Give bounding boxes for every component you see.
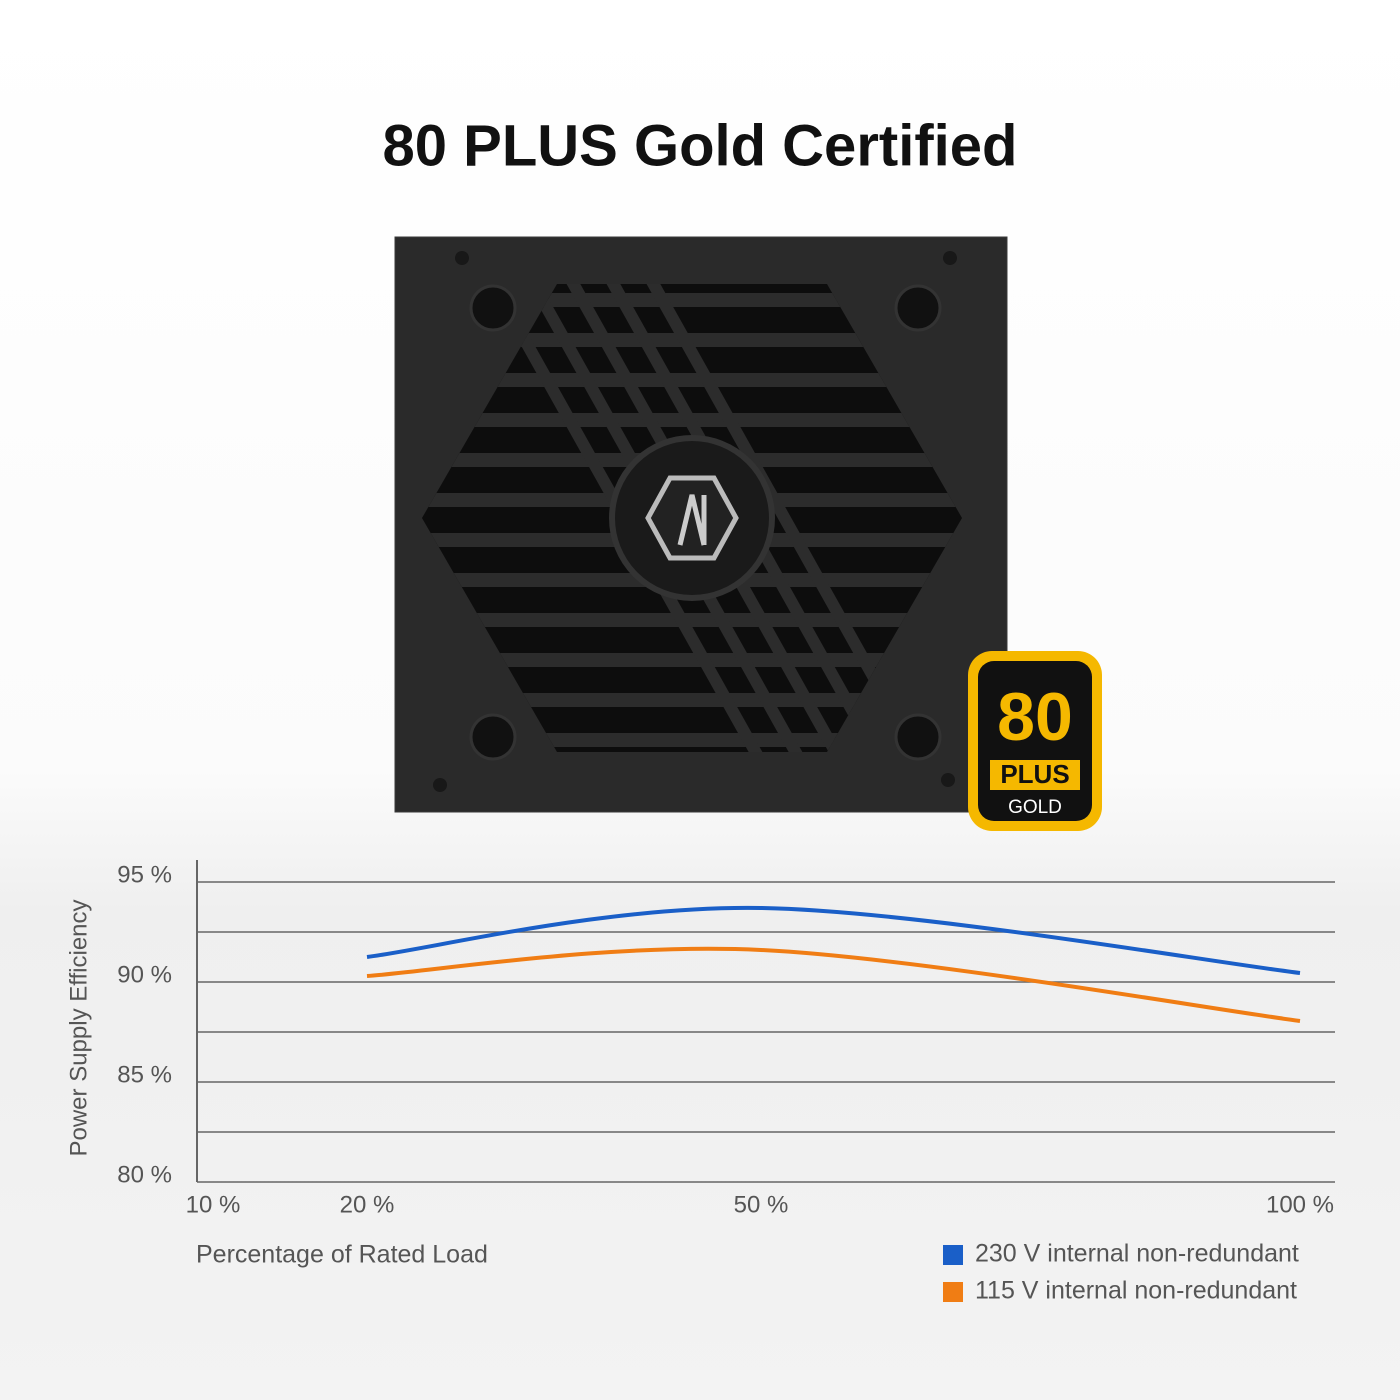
x-tick-label: 50 % <box>734 1191 789 1218</box>
x-tick-label: 20 % <box>340 1191 395 1218</box>
y-tick-label: 85 % <box>117 1061 172 1088</box>
title: 80 PLUS Gold Certified <box>383 113 1018 178</box>
x-tick-label: 100 % <box>1266 1191 1334 1218</box>
badge: 80 PLUS GOLD <box>968 651 1102 831</box>
y-tick-label: 95 % <box>117 861 172 888</box>
legend-label: 115 V internal non-redundant <box>975 1277 1297 1305</box>
series-line <box>366 946 1301 1023</box>
y-axis-title: Power Supply Efficiency <box>65 899 92 1156</box>
legend-swatch <box>943 1245 963 1265</box>
y-tick-label: 90 % <box>117 961 172 988</box>
psu-image <box>394 236 1008 813</box>
badge-number: 80 <box>997 679 1073 755</box>
x-axis-title: Percentage of Rated Load <box>196 1241 488 1269</box>
y-tick-label: 80 % <box>117 1161 172 1188</box>
series-line <box>366 905 1301 975</box>
badge-tier: GOLD <box>1008 797 1062 818</box>
badge-plus: PLUS <box>1000 759 1069 789</box>
legend-swatch <box>943 1282 963 1302</box>
legend-label: 230 V internal non-redundant <box>975 1240 1299 1268</box>
x-tick-label: 10 % <box>186 1191 241 1218</box>
